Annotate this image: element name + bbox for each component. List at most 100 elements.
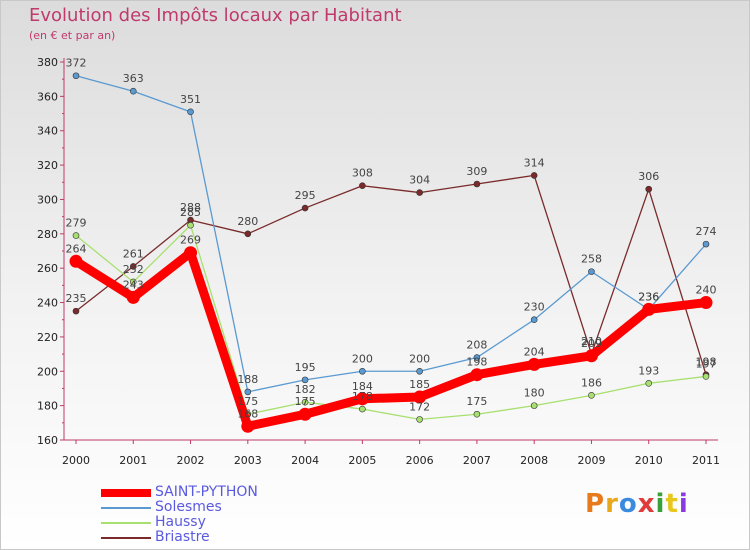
x-tick-label: 2008 (520, 454, 548, 467)
data-label-solesmes: 230 (524, 301, 545, 314)
series-line-saint-python (71, 248, 711, 431)
data-label-haussy: 180 (524, 387, 545, 400)
data-point-saint-python (355, 392, 369, 406)
y-tick-label: 220 (37, 331, 58, 344)
data-point-briastre (72, 307, 80, 315)
data-point-solesmes (588, 268, 595, 275)
data-label-saint-python: 264 (66, 242, 87, 255)
data-label-haussy: 197 (696, 357, 717, 370)
y-tick-label: 180 (37, 400, 58, 413)
data-point-saint-python (584, 349, 598, 363)
legend-swatch (101, 537, 151, 539)
data-label-solesmes: 372 (66, 57, 87, 70)
x-tick-label: 2000 (62, 454, 90, 467)
legend-label: Solesmes (155, 499, 222, 515)
data-label-haussy: 182 (295, 383, 316, 396)
logo-letter: i (655, 489, 666, 519)
axes: 160 180 200 220 240 260 280 300 320 340 360 380 2000… (37, 56, 720, 467)
data-point-saint-python (527, 357, 541, 371)
data-label-solesmes: 208 (466, 339, 487, 352)
data-label-saint-python: 243 (123, 278, 144, 291)
data-point-solesmes (359, 367, 366, 375)
data-label-solesmes: 200 (409, 352, 430, 365)
data-point-haussy (416, 416, 423, 423)
data-label-solesmes: 195 (295, 361, 316, 374)
data-label-briastre: 210 (581, 335, 602, 348)
data-label-briastre: 280 (237, 215, 258, 228)
data-label-haussy: 178 (352, 390, 373, 403)
x-tick-label: 2003 (234, 454, 262, 467)
data-point-haussy (72, 232, 80, 239)
data-label-haussy: 193 (638, 364, 659, 377)
data-point-briastre (416, 189, 423, 196)
x-tick-label: 2001 (119, 454, 147, 467)
y-tick-label: 200 (37, 365, 58, 378)
legend-swatch (101, 522, 151, 524)
x-tick-label: 2007 (463, 454, 491, 467)
data-point-haussy (187, 221, 194, 229)
data-point-haussy (702, 373, 710, 380)
data-point-haussy (359, 405, 366, 413)
series-line-briastre (75, 174, 707, 376)
data-point-haussy (645, 379, 653, 387)
data-point-saint-python (126, 290, 140, 304)
data-point-solesmes (530, 316, 538, 324)
data-label-briastre: 306 (638, 170, 659, 183)
data-label-solesmes: 188 (237, 373, 258, 386)
legend-swatch (101, 507, 151, 509)
data-label-haussy: 175 (237, 395, 258, 408)
data-label-briastre: 308 (352, 167, 373, 180)
data-label-haussy: 285 (180, 206, 201, 219)
logo-letter: o (618, 489, 638, 519)
data-labels-layer: 235 261 288 280 295 308 304 309 314 210 306 198 279 2… (66, 57, 717, 421)
logo-letter: r (605, 489, 619, 519)
data-label-saint-python: 168 (237, 407, 258, 420)
x-tick-label: 2005 (348, 454, 376, 467)
data-label-saint-python: 236 (638, 290, 659, 303)
data-point-solesmes (72, 72, 80, 80)
legend-swatch (101, 489, 151, 497)
x-tick-label: 2011 (692, 454, 720, 467)
data-point-briastre (645, 185, 653, 193)
data-label-haussy: 252 (123, 263, 144, 276)
data-label-briastre: 295 (295, 189, 316, 202)
data-label-saint-python: 185 (409, 378, 430, 391)
data-label-briastre: 314 (524, 156, 545, 169)
data-label-briastre: 304 (409, 174, 430, 187)
y-tick-label: 240 (37, 297, 58, 310)
data-point-solesmes (416, 367, 423, 375)
data-label-solesmes: 363 (123, 72, 144, 85)
data-label-saint-python: 209 (581, 337, 602, 350)
data-label-solesmes: 236 (638, 290, 659, 303)
data-point-saint-python (642, 302, 656, 316)
logo-letter: P (585, 489, 606, 519)
data-point-solesmes (244, 388, 252, 396)
data-label-saint-python: 198 (466, 356, 487, 369)
chart-subtitle: (en € et par an) (29, 29, 116, 42)
legend-label: Haussy (155, 514, 206, 530)
data-point-saint-python (413, 390, 427, 404)
data-point-haussy (301, 398, 309, 406)
data-label-briastre: 261 (123, 247, 144, 260)
data-point-solesmes (301, 376, 309, 384)
data-point-saint-python (470, 368, 484, 382)
series-layer (69, 72, 713, 433)
logo-letter: i (678, 489, 689, 519)
data-point-briastre (244, 230, 252, 238)
data-point-solesmes (129, 87, 137, 95)
data-point-haussy (588, 392, 595, 399)
data-point-solesmes (473, 354, 481, 361)
series-line-solesmes (75, 75, 707, 393)
data-point-briastre (359, 182, 366, 190)
data-point-haussy (473, 410, 481, 418)
data-point-briastre (301, 204, 309, 212)
data-label-briastre: 235 (66, 292, 87, 305)
data-label-saint-python: 269 (180, 234, 201, 247)
logo-letter: t (665, 489, 679, 519)
x-tick-label: 2009 (577, 454, 605, 467)
y-tick-label: 260 (37, 262, 58, 275)
data-point-saint-python (298, 407, 312, 421)
data-point-saint-python (184, 246, 198, 260)
